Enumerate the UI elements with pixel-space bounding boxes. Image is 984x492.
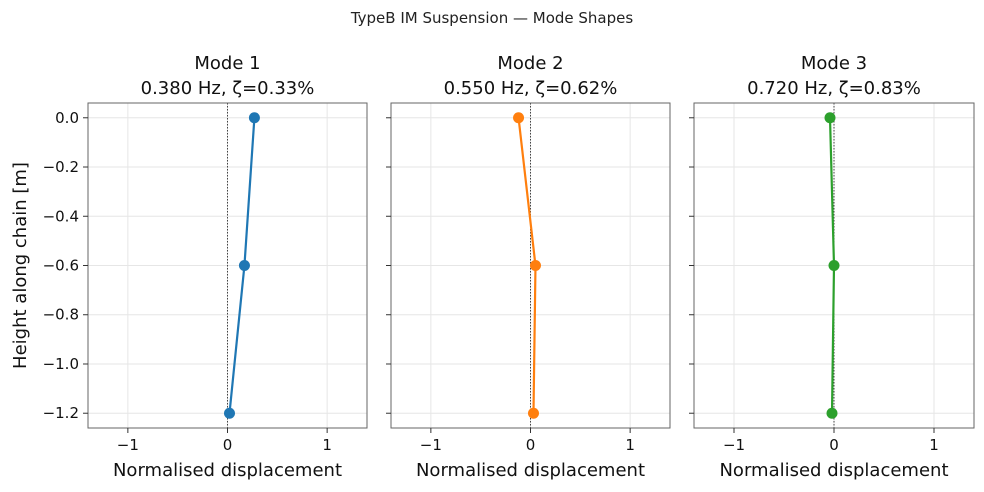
mode-shape-point (826, 407, 838, 419)
x-tick-label: 1 (625, 436, 635, 454)
x-axis-label: Normalised displacement (719, 460, 948, 481)
y-tick-label: −1.2 (43, 404, 79, 422)
figure-suptitle: TypeB IM Suspension — Mode Shapes (350, 9, 634, 27)
y-tick-label: −0.4 (43, 207, 79, 225)
y-tick-label: −1.0 (43, 355, 79, 373)
y-tick-label: −0.6 (43, 257, 79, 275)
x-tick-label: −1 (420, 436, 442, 454)
mode-shape-point (248, 112, 260, 124)
x-tick-label: 0 (223, 436, 233, 454)
mode-shape-point (513, 112, 525, 124)
x-tick-label: −1 (723, 436, 745, 454)
panel-subtitle: 0.720 Hz, ζ=0.83% (747, 78, 921, 99)
mode-shape-point (527, 407, 539, 419)
x-tick-label: −1 (117, 436, 139, 454)
x-axis-label: Normalised displacement (113, 460, 342, 481)
mode-3-panel: −1 0 1 Mode 3 0.720 Hz, ζ=0.83% Normalised di… (689, 53, 975, 481)
mode-shape-point (223, 407, 235, 419)
x-axis-label: Normalised displacement (416, 460, 645, 481)
panel-title: Mode 3 (801, 53, 867, 74)
x-tick-label: 0 (526, 436, 536, 454)
x-tick-label: 0 (829, 436, 839, 454)
panel-subtitle: 0.380 Hz, ζ=0.33% (141, 78, 315, 99)
mode-shape-point (238, 260, 250, 271)
mode-1-panel: −1 0 1 0.0 −0.2 −0.4 −0.6 −0.8 −1.0 −1.2 Mode 1 0.3… (10, 53, 368, 481)
mode-2-panel: −1 0 1 Mode 2 0.550 Hz, ζ=0.62% Normalised di… (386, 53, 671, 481)
y-tick-label: −0.2 (43, 158, 79, 176)
y-axis-label: Height along chain [m] (10, 162, 31, 369)
x-tick-label: 1 (322, 436, 332, 454)
mode-shape-point (828, 260, 840, 271)
y-tick-label: 0.0 (55, 109, 79, 127)
panel-subtitle: 0.550 Hz, ζ=0.62% (444, 78, 618, 99)
mode-shape-point (529, 260, 541, 271)
panel-title: Mode 2 (497, 53, 563, 74)
y-tick-label: −0.8 (43, 306, 79, 324)
mode-shape-point (824, 112, 836, 124)
panel-title: Mode 1 (194, 53, 260, 74)
x-tick-label: 1 (929, 436, 939, 454)
